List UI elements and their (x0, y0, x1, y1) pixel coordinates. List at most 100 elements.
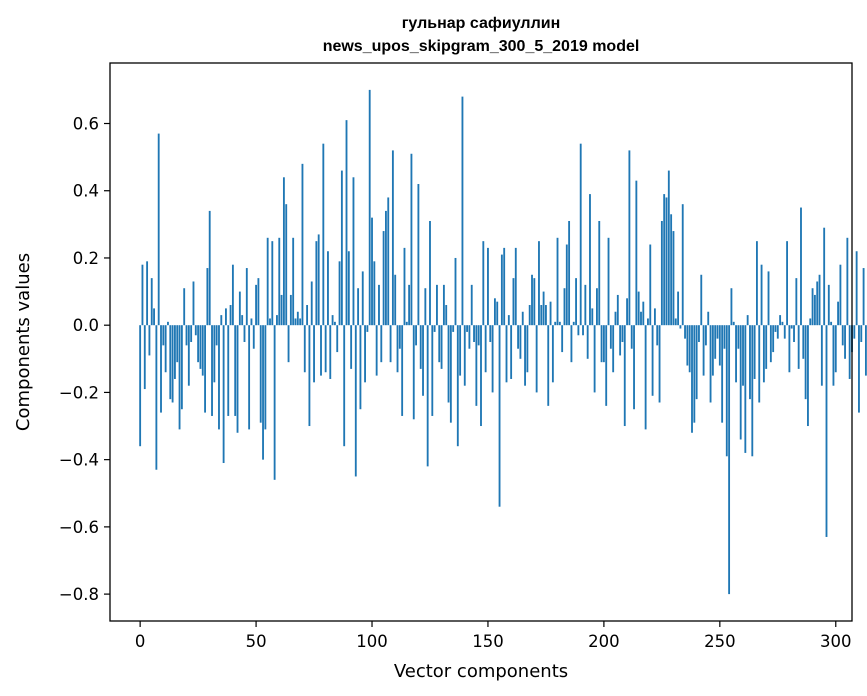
bar (422, 325, 424, 396)
bar (716, 325, 719, 339)
bar (331, 315, 334, 326)
bar (855, 251, 858, 326)
bar (774, 325, 777, 332)
bar (442, 284, 445, 326)
bar (637, 291, 640, 326)
bar (473, 325, 475, 342)
bar (807, 325, 809, 427)
bar (547, 325, 550, 406)
bar (225, 308, 227, 326)
bar (614, 311, 617, 326)
bar (577, 325, 580, 336)
bar (382, 231, 385, 326)
bar (797, 325, 800, 369)
bar (584, 284, 587, 326)
bar (222, 325, 225, 464)
bar (398, 325, 401, 349)
bar (695, 325, 698, 400)
bar (262, 325, 264, 460)
bar (322, 143, 325, 326)
bar (433, 325, 436, 332)
bar (742, 325, 744, 386)
bar (830, 321, 833, 326)
bar (368, 89, 371, 326)
bar (656, 325, 659, 346)
bar (862, 268, 865, 326)
bar (568, 220, 571, 326)
bar (169, 325, 172, 400)
bar (526, 325, 529, 373)
bar (352, 177, 355, 326)
bar (665, 197, 668, 326)
bar (630, 325, 633, 349)
bar (491, 325, 494, 393)
bar (227, 325, 230, 416)
bar (813, 294, 816, 326)
bar (524, 325, 526, 386)
bar (167, 321, 169, 326)
bar (294, 318, 297, 326)
bar (178, 325, 181, 430)
bar (484, 325, 487, 373)
y-tick-label: 0.6 (73, 115, 99, 134)
bar (231, 264, 234, 326)
bar (839, 264, 842, 326)
bar (540, 305, 543, 326)
bar (206, 268, 209, 326)
bar (271, 241, 274, 326)
bar (371, 217, 373, 326)
bar (549, 301, 552, 326)
bar (431, 325, 434, 416)
bar (185, 325, 188, 346)
bar (600, 325, 603, 363)
bar (408, 284, 411, 326)
bar (853, 325, 856, 339)
bar (174, 325, 176, 379)
bar (211, 325, 213, 416)
bar (301, 163, 304, 326)
x-axis-label: Vector components (394, 661, 568, 682)
bar (844, 325, 846, 359)
bar (749, 325, 751, 400)
bar (602, 325, 605, 363)
bar (779, 315, 782, 326)
bar (702, 325, 705, 376)
bar (410, 153, 413, 326)
bar (234, 325, 237, 416)
bar (582, 325, 584, 336)
bar (793, 325, 795, 342)
bar (783, 325, 786, 339)
bar (313, 325, 315, 383)
bar (575, 278, 577, 326)
bar (834, 325, 837, 373)
bar (183, 288, 186, 326)
bar (535, 325, 538, 393)
bar (816, 281, 819, 326)
bar (164, 325, 167, 373)
bar (315, 241, 318, 326)
bar (282, 177, 285, 326)
bar (691, 325, 693, 433)
bar (401, 325, 404, 416)
bar (751, 325, 754, 457)
bar (143, 325, 146, 390)
bar (596, 288, 598, 326)
bar (157, 133, 160, 326)
bar (732, 321, 735, 326)
bar (162, 325, 165, 346)
y-tick-label: −0.2 (59, 383, 99, 402)
x-tick-label: 150 (472, 632, 504, 651)
bar (818, 274, 821, 326)
x-tick-label: 200 (588, 632, 620, 651)
bar (644, 325, 647, 430)
bar (199, 325, 202, 369)
bar (565, 244, 568, 326)
bar (623, 325, 626, 427)
bar (259, 325, 262, 423)
bar (180, 325, 183, 410)
bar (380, 325, 383, 363)
bar (753, 325, 756, 379)
x-tick-label: 300 (820, 632, 852, 651)
bar (528, 305, 531, 326)
bar (735, 325, 737, 383)
